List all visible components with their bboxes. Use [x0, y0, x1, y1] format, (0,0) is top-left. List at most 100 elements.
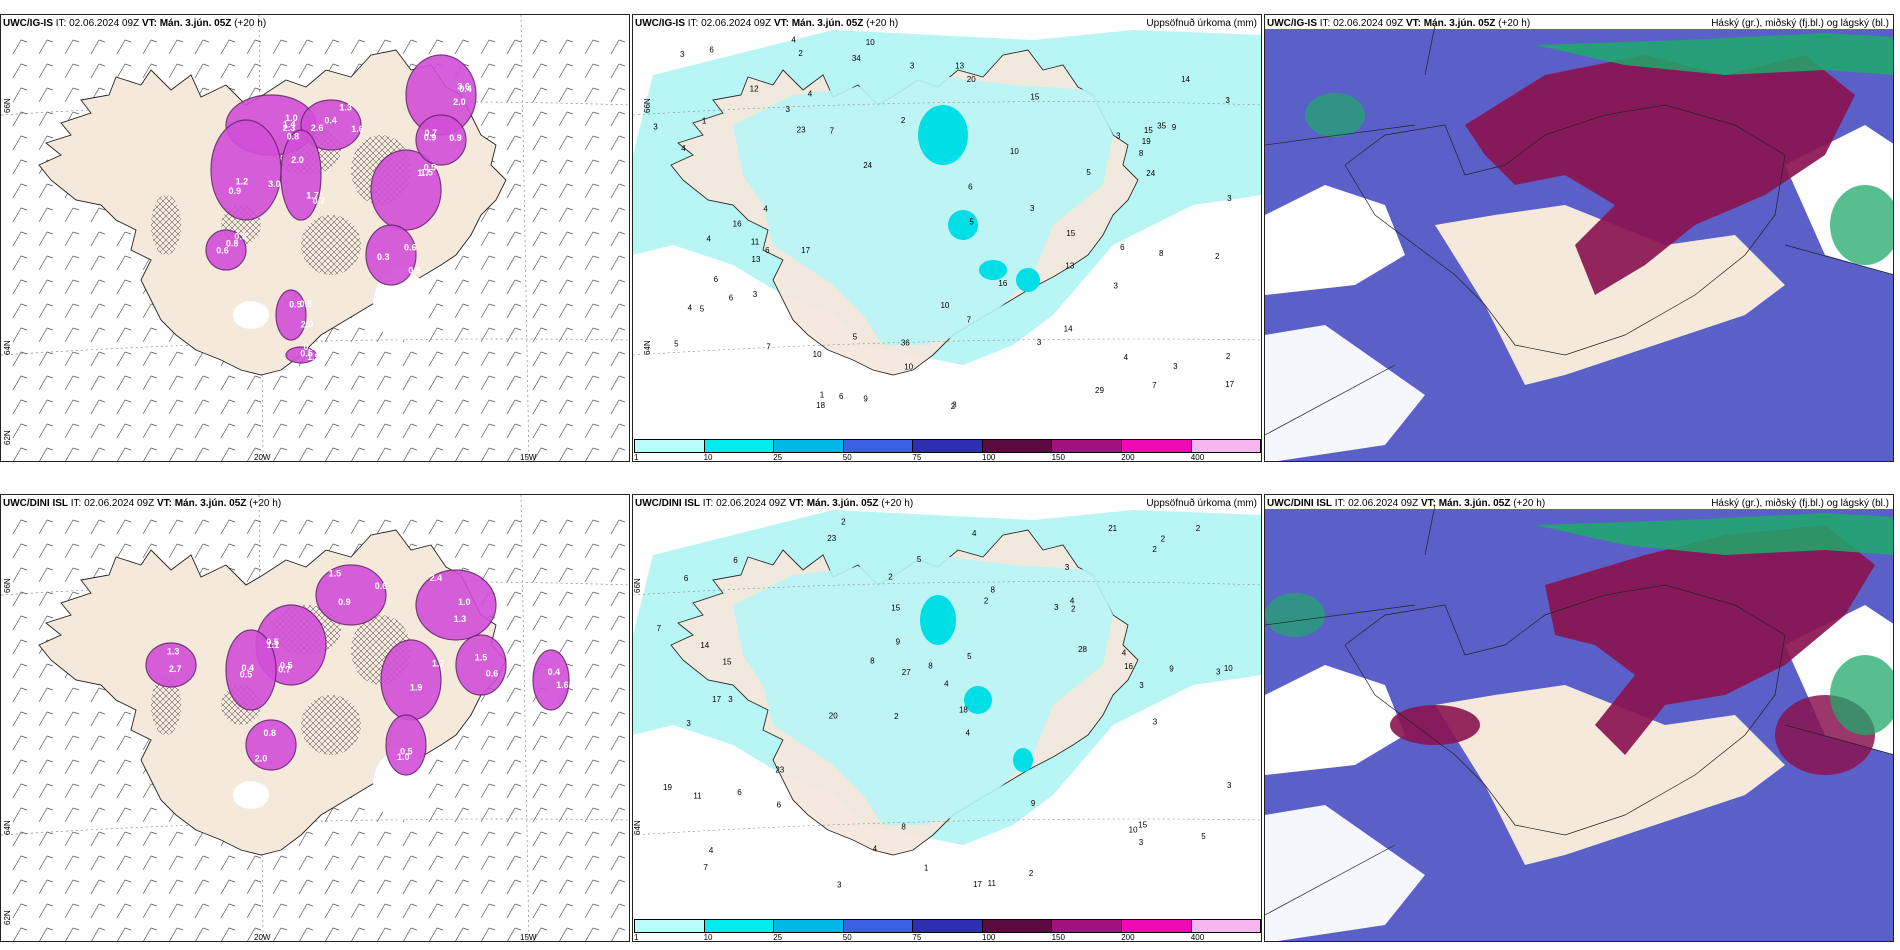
intensity-label: 1.3	[339, 103, 352, 113]
iceland-landmass	[1435, 685, 1785, 865]
panel-precip-dini: UWC/DINI ISL IT: 02.06.2024 09Z VT: Mán.…	[632, 494, 1262, 942]
precip-value: 5	[1201, 832, 1206, 841]
precip-value: 1	[820, 391, 825, 400]
intensity-label: 0.9	[449, 133, 462, 143]
intensity-label: 0.4	[241, 663, 254, 673]
colorbar-label: 400	[1190, 933, 1205, 942]
intensity-blob	[205, 229, 247, 271]
intensity-label: 2.3	[283, 123, 296, 133]
precip-value: 10	[1224, 664, 1233, 673]
precip-value: 3	[1216, 667, 1221, 676]
colorbar-label: 50	[842, 933, 852, 942]
intensity-blob	[365, 224, 417, 286]
precip-value: 3	[686, 719, 691, 728]
precip-value: 2	[841, 518, 846, 527]
intensity-label: 0.7	[278, 665, 291, 675]
intensity-label: 1.5	[307, 352, 320, 362]
high-cloud-area	[1265, 593, 1325, 637]
colorbar-swatch	[774, 440, 844, 452]
precip-title: Uppsöfnuð úrkoma (mm)	[1146, 18, 1257, 29]
high-cloud-area	[1535, 33, 1893, 75]
intensity-map[interactable]: 1.5 2.41.10.51.70.61.30.52.01.60.9 1.00.70…	[1, 495, 630, 942]
precip-value: 3	[785, 105, 790, 114]
intensity-label: 2.4	[430, 573, 443, 583]
intensity-label: 0.7	[313, 196, 326, 206]
intensity-label: 0.6	[216, 246, 229, 256]
graticule	[1424, 24, 1436, 76]
intensity-label: 0.5	[424, 162, 437, 172]
graticule	[1265, 844, 1396, 916]
init-time: IT: 02.06.2024 09Z	[53, 18, 142, 29]
precip-value: 4	[709, 846, 714, 855]
precip-value: 7	[967, 316, 972, 325]
hatched-area	[301, 695, 361, 755]
precip-value: 4	[965, 729, 970, 738]
colorbar-label: 10	[703, 933, 713, 942]
colorbar-label: 25	[773, 933, 783, 942]
lat-label-66n: 66N	[633, 578, 642, 593]
intensity-label: 2.0	[453, 97, 466, 107]
precip-value: 6	[714, 275, 719, 284]
precip-value: 4	[1070, 596, 1075, 605]
intensity-label: 0.9	[229, 186, 242, 196]
intensity-label: 0.5	[300, 299, 313, 309]
precip-value: 27	[902, 668, 911, 677]
colorbar-swatch	[774, 920, 844, 932]
valid-time: VT: Mán. 3.jún. 05Z	[141, 18, 232, 29]
precip-value: 3	[1065, 563, 1070, 572]
precip-value: 8	[1159, 249, 1164, 258]
intensity-label: 2.0	[291, 155, 304, 165]
colorbar-label: 75	[912, 933, 922, 942]
intensity-label: 0.5	[400, 746, 413, 756]
precip-value: 5	[1086, 168, 1091, 177]
precip-value: 3	[1227, 781, 1232, 790]
precip-value: 11	[988, 879, 997, 888]
lat-label-64n: 64N	[3, 340, 12, 355]
precip-value: 10	[1129, 826, 1138, 835]
precip-colorbar: 1 10 25 50 75 100 150 200 400	[633, 915, 1261, 942]
panel-title: UWC/IG-IS IT: 02.06.2024 09Z VT: Mán. 3.…	[3, 18, 266, 29]
precip-value: 19	[663, 783, 672, 792]
mid-cloud-area	[1545, 525, 1875, 755]
precip-value: 3	[1173, 362, 1178, 371]
intensity-label: 1.5	[420, 168, 433, 178]
precip-map[interactable]: 2332316333345810111514231716151091315342…	[633, 15, 1262, 435]
precip-value: 17	[801, 246, 810, 255]
panel-cloud-igis: UWC/IG-IS IT: 02.06.2024 09Z VT: Mán. 3.…	[1264, 14, 1894, 462]
precip-value: 18	[816, 401, 825, 410]
panel-title: UWC/DINI ISL IT: 02.06.2024 09Z VT: Mán.…	[1267, 498, 1546, 509]
colorbar-swatch	[635, 440, 705, 452]
precip-value: 6	[733, 556, 738, 565]
high-cloud-area	[1305, 93, 1365, 137]
precip-value: 3	[753, 290, 758, 299]
colorbar-swatch	[843, 440, 914, 452]
panel-precip-igis: UWC/IG-IS IT: 02.06.2024 09Z VT: Mán. 3.…	[632, 14, 1262, 462]
precip-value: 6	[684, 574, 689, 583]
precip-value: 9	[1169, 664, 1174, 673]
precip-value: 3	[1139, 838, 1144, 847]
cloud-map[interactable]	[1265, 15, 1894, 462]
precip-colorbar: 1 10 25 50 75 100 150 200 400	[633, 435, 1261, 461]
lat-label-62n: 62N	[3, 430, 12, 445]
lat-label-64n: 64N	[643, 340, 652, 355]
precip-value: 4	[763, 204, 768, 213]
precip-value: 13	[1065, 262, 1074, 271]
cloud-map[interactable]	[1265, 495, 1894, 942]
clear-area	[373, 270, 429, 340]
precip-value: 9	[1172, 123, 1177, 132]
intensity-map[interactable]: 2.3 1.63.63.01.71.50.60.82.01.50.91.4 2.62…	[1, 15, 630, 462]
precip-value: 2	[888, 572, 893, 581]
intensity-blob	[385, 714, 427, 776]
graticule	[1424, 504, 1436, 556]
panel-cloud-dini: UWC/DINI ISL IT: 02.06.2024 09Z VT: Mán.…	[1264, 494, 1894, 942]
intensity-label: 0.5	[266, 637, 279, 647]
precip-value: 2	[1196, 524, 1201, 533]
precip-value: 20	[829, 712, 838, 721]
precip-value: 35	[1157, 122, 1166, 131]
precip-value: 2	[984, 597, 989, 606]
precip-value: 17	[1225, 380, 1234, 389]
precip-value: 7	[703, 863, 708, 872]
precip-value: 8	[870, 657, 875, 666]
colorbar-swatch	[982, 920, 1053, 932]
